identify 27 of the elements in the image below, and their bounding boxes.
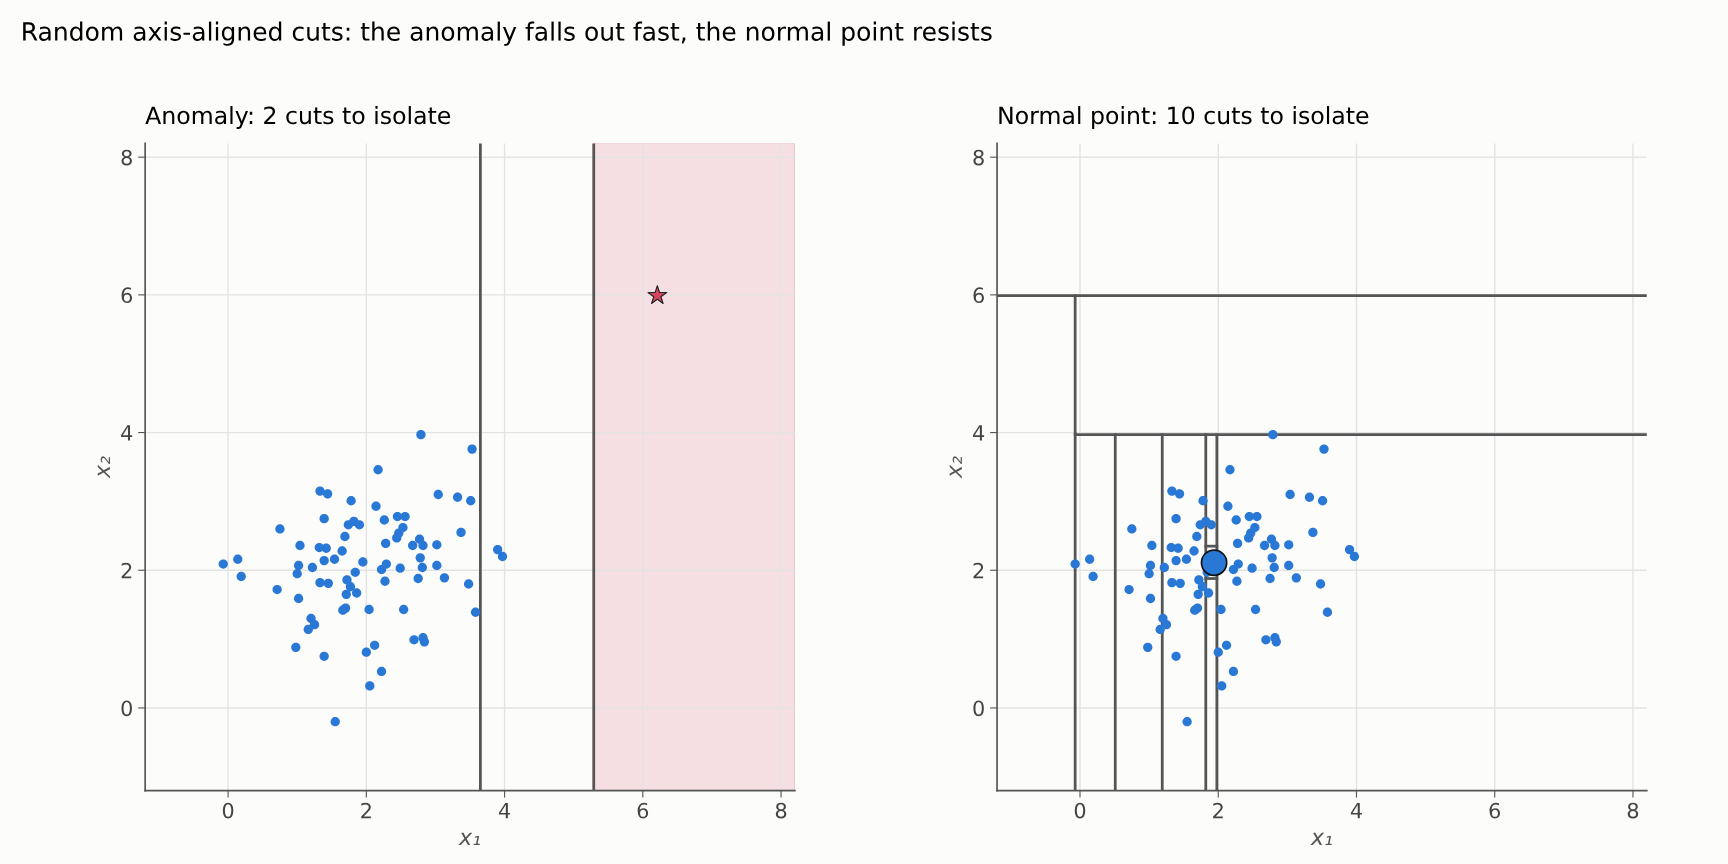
y-tick-label: 8 xyxy=(121,149,132,166)
chart-title: Anomaly: 2 cuts to isolate xyxy=(145,106,451,129)
y-tick-label: 6 xyxy=(973,287,984,304)
y-tick-label: 0 xyxy=(973,700,984,717)
y-axis-title: x₂ xyxy=(949,456,962,479)
chart-title: Normal point: 10 cuts to isolate xyxy=(999,106,1369,129)
x-tick-label: 4 xyxy=(498,803,511,819)
x-tick-label: 8 xyxy=(1627,802,1639,819)
x-tick-label: 8 xyxy=(775,802,787,819)
y-tick-label: 6 xyxy=(121,287,133,304)
y-axis-title: x₂ xyxy=(97,456,110,479)
x-tick-label: 2 xyxy=(1213,802,1223,819)
x-tick-label: 2 xyxy=(361,802,371,819)
y-tick-label: 2 xyxy=(973,562,984,579)
y-tick-label: 4 xyxy=(121,425,133,441)
x-tick-label: 0 xyxy=(222,802,234,819)
x-tick-label: 4 xyxy=(1350,803,1362,819)
x-tick-label: 6 xyxy=(1489,802,1501,819)
y-tick-label: 0 xyxy=(121,700,132,717)
x-axis-title: x₁ xyxy=(458,832,480,846)
y-tick-label: 2 xyxy=(121,562,132,579)
x-tick-label: 6 xyxy=(637,802,649,819)
x-tick-label: 0 xyxy=(1074,802,1086,819)
x-axis-title: x₁ xyxy=(1310,832,1332,846)
y-tick-label: 4 xyxy=(973,425,985,441)
y-tick-label: 8 xyxy=(973,149,984,166)
text: Random axis-aligned cuts: the anomaly falls out fast, the normal point resists xyxy=(23,21,992,46)
